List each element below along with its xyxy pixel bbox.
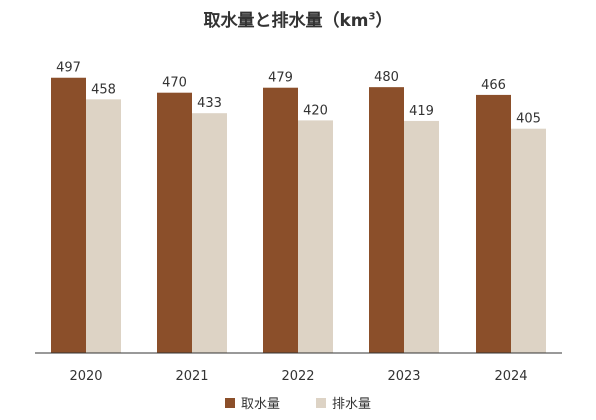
data-label-discharge-2024: 405	[516, 112, 541, 127]
data-label-intake-2024: 466	[481, 78, 506, 93]
x-tick-label-2024: 2024	[494, 369, 527, 384]
chart-title-main: 取水量と排水量	[203, 11, 323, 31]
data-label-discharge-2022: 420	[303, 103, 328, 118]
legend: 取水量 排水量	[0, 393, 596, 412]
legend-label-intake: 取水量	[240, 397, 280, 412]
x-tick-label-2023: 2023	[387, 369, 420, 384]
bar-discharge-2024	[511, 128, 546, 353]
legend-item-discharge: 排水量	[316, 393, 371, 412]
legend-swatch-intake	[224, 397, 235, 408]
data-label-discharge-2021: 433	[197, 96, 222, 111]
chart-title: 取水量と排水量（km3）	[0, 6, 596, 31]
legend-item-intake: 取水量	[224, 393, 280, 412]
data-label-discharge-2020: 458	[91, 82, 116, 97]
bar-intake-2022	[263, 87, 298, 353]
legend-label-discharge: 排水量	[332, 397, 372, 412]
x-tick-label-2021: 2021	[175, 369, 208, 384]
bar-intake-2024	[476, 94, 511, 354]
bar-intake-2023	[369, 87, 404, 354]
data-label-discharge-2023: 419	[409, 104, 434, 119]
chart-title-unit-sup: 3	[368, 11, 376, 23]
legend-swatch-discharge	[316, 397, 326, 408]
chart-title-unit-prefix: （km	[322, 11, 369, 31]
x-tick-label-2022: 2022	[281, 369, 314, 384]
data-label-intake-2021: 470	[162, 76, 187, 91]
bar-discharge-2020	[86, 99, 121, 353]
bar-discharge-2021	[192, 113, 227, 353]
chart-title-unit-suffix: ）	[375, 11, 393, 31]
bar-intake-2020	[51, 77, 86, 353]
data-label-intake-2022: 479	[268, 71, 293, 86]
data-label-intake-2020: 497	[56, 61, 81, 76]
bar-discharge-2023	[404, 120, 439, 353]
data-label-intake-2023: 480	[374, 70, 399, 85]
x-tick-label-2020: 2020	[69, 369, 102, 384]
bar-intake-2021	[157, 92, 192, 353]
bar-discharge-2022	[298, 120, 333, 353]
